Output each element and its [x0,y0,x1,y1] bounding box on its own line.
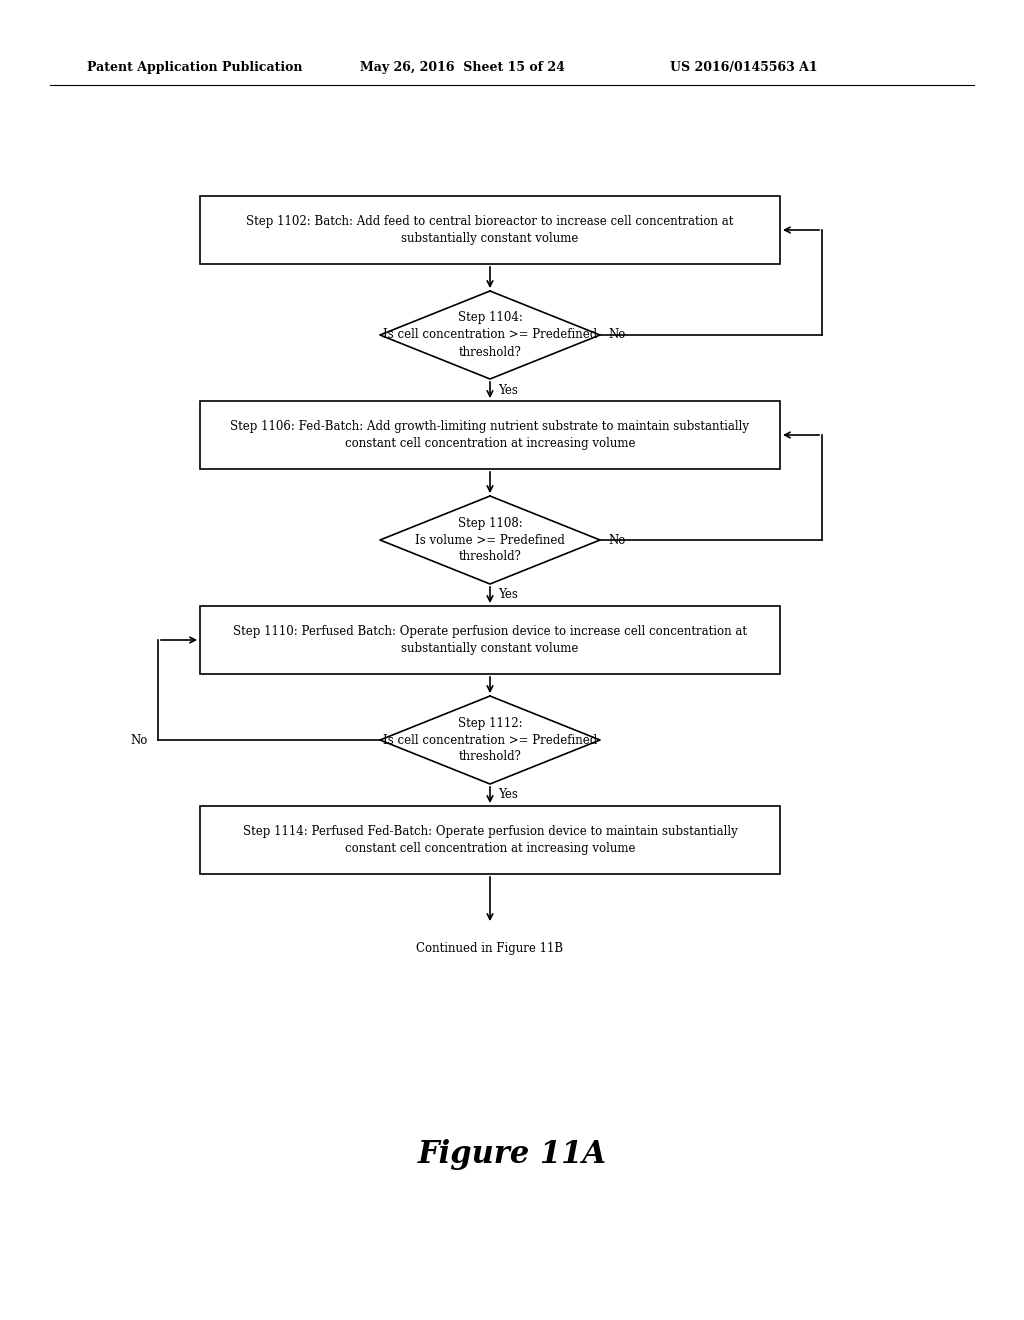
Text: Yes: Yes [498,384,518,396]
Text: US 2016/0145563 A1: US 2016/0145563 A1 [670,62,817,74]
Text: May 26, 2016  Sheet 15 of 24: May 26, 2016 Sheet 15 of 24 [360,62,565,74]
Text: Continued in Figure 11B: Continued in Figure 11B [417,942,563,954]
Bar [200,606,780,675]
Text: Step 1112:
Is cell concentration >= Predefined
threshold?: Step 1112: Is cell concentration >= Pred… [383,717,597,763]
Text: Step 1106: Fed-Batch: Add growth-limiting nutrient substrate to maintain substan: Step 1106: Fed-Batch: Add growth-limitin… [230,420,750,450]
Bar [200,807,780,874]
Text: Yes: Yes [498,589,518,602]
Text: Step 1114: Perfused Fed-Batch: Operate perfusion device to maintain substantiall: Step 1114: Perfused Fed-Batch: Operate p… [243,825,737,855]
Bar [200,401,780,469]
Bar [200,195,780,264]
Text: Yes: Yes [498,788,518,801]
Text: No: No [608,329,626,342]
Text: Patent Application Publication: Patent Application Publication [87,62,302,74]
Text: Figure 11A: Figure 11A [418,1139,606,1171]
Text: No: No [130,734,147,747]
Text: Step 1110: Perfused Batch: Operate perfusion device to increase cell concentrati: Step 1110: Perfused Batch: Operate perfu… [233,624,746,655]
Text: Step 1108:
Is volume >= Predefined
threshold?: Step 1108: Is volume >= Predefined thres… [415,516,565,564]
Text: Step 1102: Batch: Add feed to central bioreactor to increase cell concentration : Step 1102: Batch: Add feed to central bi… [247,215,733,246]
Text: No: No [608,533,626,546]
Text: Step 1104:
Is cell concentration >= Predefined
threshold?: Step 1104: Is cell concentration >= Pred… [383,312,597,359]
